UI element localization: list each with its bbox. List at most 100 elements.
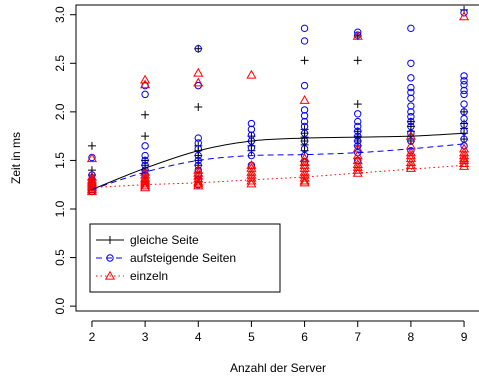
- data-point-triangle: [299, 157, 310, 167]
- data-point-circle: [460, 114, 468, 123]
- data-point-circle: [407, 24, 415, 33]
- data-point-triangle: [246, 178, 257, 188]
- x-axis-title: Anzahl der Server: [230, 361, 326, 375]
- data-point-triangle: [246, 172, 257, 182]
- data-point-circle: [407, 59, 415, 67]
- data-point-circle: [407, 137, 415, 145]
- y-tick-label: 0.5: [53, 249, 67, 266]
- data-point-plus: [353, 100, 362, 109]
- x-tick-label: 3: [142, 330, 149, 344]
- data-point-circle: [300, 37, 309, 45]
- data-point-circle: [300, 24, 309, 33]
- data-point-triangle: [140, 178, 151, 188]
- data-point-circle: [106, 254, 114, 262]
- data-point-triangle: [193, 164, 204, 174]
- x-tick-label: 5: [248, 330, 255, 344]
- data-point-plus: [141, 110, 150, 119]
- data-point-triangle: [193, 180, 204, 190]
- series-fit-line: [91, 132, 465, 191]
- data-point-triangle: [140, 74, 151, 84]
- data-point-plus: [87, 141, 96, 150]
- legend-label: einzeln: [130, 269, 168, 283]
- data-point-circle: [141, 151, 149, 160]
- data-point-circle: [407, 102, 415, 110]
- y-tick-label: 2.0: [53, 103, 67, 120]
- data-point-triangle: [299, 172, 310, 182]
- data-point-circle: [460, 77, 468, 85]
- legend-label: aufsteigende Seiten: [130, 251, 236, 265]
- data-point-triangle: [352, 30, 363, 40]
- data-point-circle: [407, 94, 415, 102]
- data-point-triangle: [104, 270, 116, 280]
- data-point-triangle: [193, 77, 204, 87]
- data-point-triangle: [352, 162, 363, 171]
- data-point-plus: [106, 236, 114, 244]
- data-point-circle: [300, 81, 309, 90]
- data-point-circle: [194, 151, 202, 160]
- data-point-circle: [247, 119, 256, 128]
- data-point-circle: [407, 113, 415, 121]
- data-point-circle: [141, 142, 149, 150]
- data-point-triangle: [458, 11, 470, 21]
- data-point-triangle: [140, 182, 151, 192]
- data-point-triangle: [193, 176, 204, 186]
- data-point-circle: [247, 125, 256, 134]
- data-point-triangle: [405, 157, 416, 167]
- data-point-circle: [407, 74, 415, 82]
- axes-layer: 0.0 0.5 1.0 1.5 2.0 2.5 3.0 2 3 4 5 6 7 8 9: [53, 6, 468, 344]
- series-fit-line: [91, 164, 465, 189]
- data-point-plus: [353, 56, 362, 65]
- data-point-triangle: [299, 177, 310, 187]
- data-point-circle: [407, 88, 415, 97]
- data-point-circle: [407, 108, 415, 116]
- data-point-circle: [247, 144, 256, 152]
- x-tick-label: 8: [408, 330, 415, 344]
- data-point-plus: [300, 56, 309, 65]
- data-point-circle: [194, 134, 202, 142]
- data-point-triangle: [405, 147, 416, 157]
- y-tick-label: 0.0: [53, 297, 67, 314]
- data-point-triangle: [193, 67, 204, 77]
- data-point-triangle: [140, 79, 151, 89]
- data-point-triangle: [405, 162, 416, 172]
- data-point-triangle: [299, 166, 310, 176]
- y-tick-label: 1.0: [53, 200, 67, 217]
- data-point-triangle: [352, 150, 363, 160]
- legend: gleiche Seite aufsteigende Seiten einzeln: [89, 223, 281, 293]
- data-point-plus: [194, 44, 203, 53]
- y-tick-label: 1.5: [53, 152, 67, 169]
- x-tick-label: 7: [354, 330, 361, 344]
- x-tick-label: 4: [195, 330, 202, 344]
- data-point-triangle: [352, 159, 363, 168]
- data-point-triangle: [458, 158, 470, 167]
- y-tick-label: 3.0: [53, 6, 67, 23]
- data-point-circle: [141, 156, 149, 165]
- data-point-triangle: [405, 160, 416, 169]
- data-point-triangle: [86, 182, 98, 192]
- data-point-triangle: [246, 169, 257, 179]
- data-point-triangle: [299, 175, 310, 185]
- data-point-circle: [194, 139, 202, 147]
- data-point-plus: [194, 103, 203, 111]
- data-point-circle: [460, 72, 468, 80]
- data-point-circle: [460, 86, 468, 95]
- data-point-circle: [354, 28, 362, 36]
- data-point-circle: [407, 117, 415, 126]
- data-point-circle: [300, 129, 309, 137]
- data-point-triangle: [299, 94, 310, 104]
- data-point-circle: [460, 100, 468, 108]
- data-point-circle: [460, 80, 468, 89]
- data-point-circle: [194, 45, 202, 53]
- data-point-triangle: [193, 167, 204, 177]
- data-point-plus: [460, 107, 469, 116]
- y-tick-label: 2.5: [53, 55, 67, 72]
- data-point-circle: [300, 112, 309, 120]
- series-group: [88, 9, 468, 196]
- data-point-circle: [354, 127, 362, 135]
- data-point-circle: [300, 106, 309, 114]
- data-point-circle: [460, 127, 468, 135]
- data-point-triangle: [246, 166, 257, 176]
- data-point-circle: [354, 117, 362, 126]
- data-point-circle: [354, 132, 362, 140]
